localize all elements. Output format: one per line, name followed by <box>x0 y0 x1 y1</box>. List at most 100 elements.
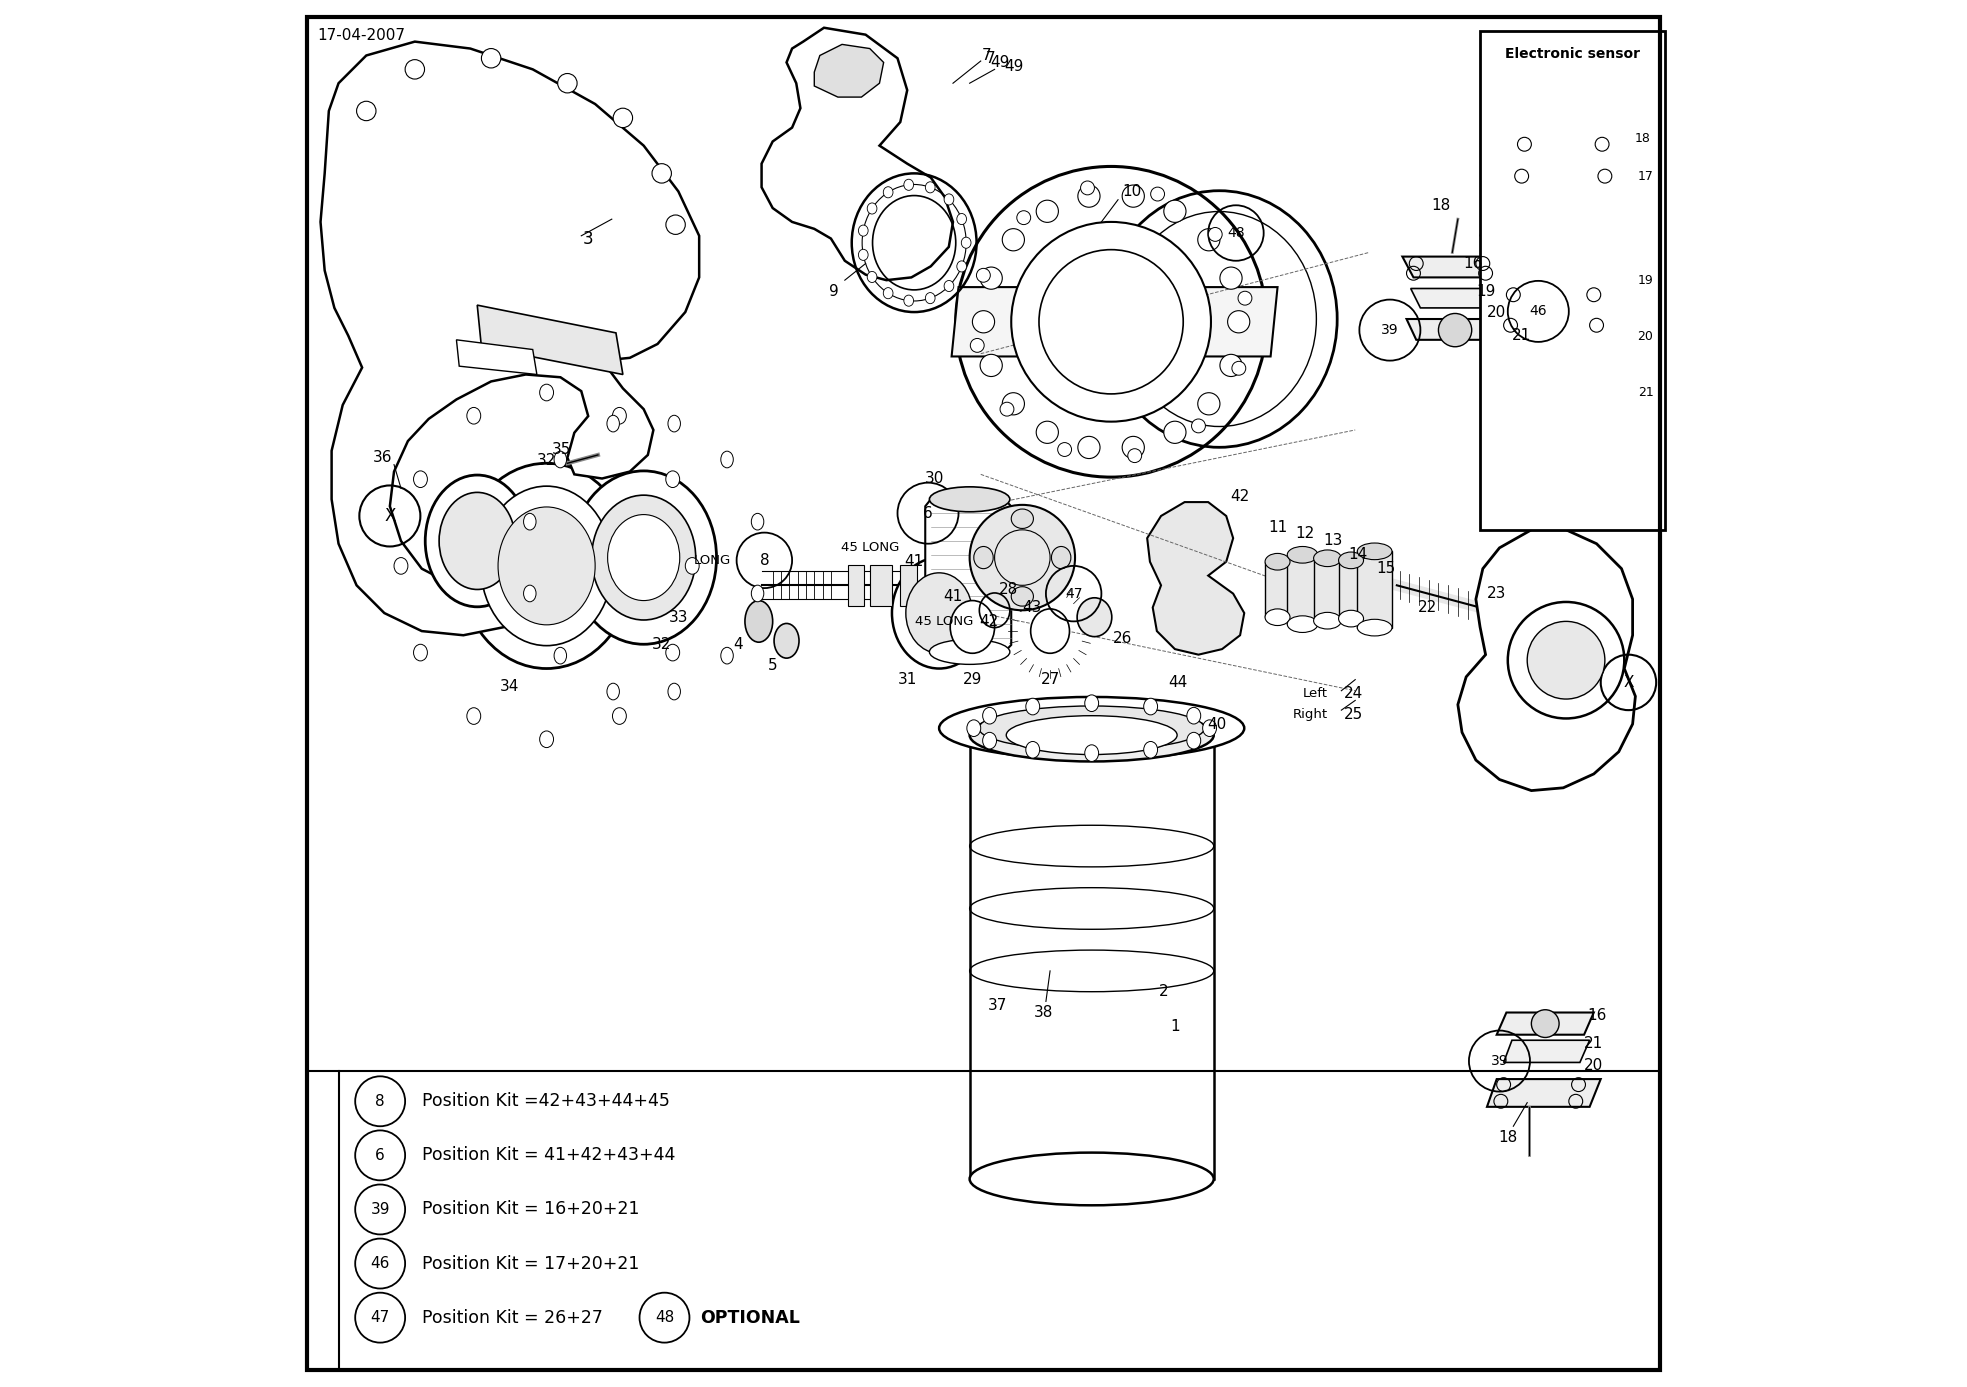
Text: 12: 12 <box>1296 527 1314 541</box>
Text: 10: 10 <box>1123 184 1141 198</box>
Text: 46: 46 <box>370 1257 389 1270</box>
Text: OPTIONAL: OPTIONAL <box>700 1309 801 1326</box>
Text: Electronic sensor: Electronic sensor <box>1505 47 1640 61</box>
Ellipse shape <box>1027 742 1041 759</box>
Ellipse shape <box>1186 707 1200 724</box>
Text: 49: 49 <box>991 55 1009 69</box>
Text: 38: 38 <box>1033 1006 1052 1019</box>
Text: 8: 8 <box>376 1094 386 1108</box>
Circle shape <box>976 268 989 282</box>
Text: 25: 25 <box>1343 707 1363 721</box>
Circle shape <box>1164 422 1186 444</box>
Circle shape <box>970 338 984 352</box>
Ellipse shape <box>984 707 997 724</box>
Text: 20: 20 <box>1639 330 1654 343</box>
Bar <box>1479 31 1664 530</box>
Polygon shape <box>1505 284 1617 336</box>
Text: 19: 19 <box>1639 275 1654 287</box>
Ellipse shape <box>1052 546 1070 569</box>
Circle shape <box>1227 311 1249 333</box>
Ellipse shape <box>592 495 696 620</box>
Circle shape <box>999 402 1013 416</box>
Text: X: X <box>384 508 395 524</box>
Ellipse shape <box>393 558 407 574</box>
Circle shape <box>1037 422 1058 444</box>
Ellipse shape <box>555 451 566 467</box>
Ellipse shape <box>665 472 681 488</box>
Ellipse shape <box>1031 609 1070 653</box>
Ellipse shape <box>425 474 529 608</box>
Text: 6: 6 <box>376 1148 386 1162</box>
Ellipse shape <box>905 179 913 190</box>
Circle shape <box>1526 621 1605 699</box>
Circle shape <box>1192 419 1206 433</box>
Ellipse shape <box>1143 742 1157 759</box>
Circle shape <box>1121 184 1145 207</box>
Text: Position Kit = 41+42+43+44: Position Kit = 41+42+43+44 <box>421 1147 675 1164</box>
Ellipse shape <box>669 415 681 431</box>
Circle shape <box>1003 229 1025 251</box>
Text: 14: 14 <box>1347 548 1367 562</box>
Text: 34: 34 <box>500 680 519 694</box>
Bar <box>869 565 891 606</box>
Ellipse shape <box>608 415 620 431</box>
Polygon shape <box>1458 530 1635 791</box>
Ellipse shape <box>608 515 681 601</box>
Text: 45 LONG: 45 LONG <box>840 541 899 555</box>
Text: 22: 22 <box>1418 601 1438 614</box>
Ellipse shape <box>570 472 716 645</box>
Text: 2: 2 <box>1159 985 1168 999</box>
Text: 24: 24 <box>1343 687 1363 700</box>
Ellipse shape <box>907 573 972 653</box>
Text: Left: Left <box>1302 687 1328 700</box>
Polygon shape <box>321 42 698 635</box>
Ellipse shape <box>745 601 773 642</box>
Ellipse shape <box>858 225 867 236</box>
Ellipse shape <box>608 684 620 700</box>
Circle shape <box>667 215 685 234</box>
Text: 44: 44 <box>1168 675 1188 689</box>
Text: 45 LONG: 45 LONG <box>915 614 974 628</box>
Ellipse shape <box>720 648 734 664</box>
Text: 41: 41 <box>905 555 924 569</box>
Text: 18: 18 <box>1499 1130 1517 1144</box>
Text: 7: 7 <box>982 49 991 62</box>
Ellipse shape <box>751 513 763 530</box>
Text: 29: 29 <box>962 673 982 687</box>
Polygon shape <box>1501 409 1607 454</box>
Polygon shape <box>924 499 1011 652</box>
Text: 13: 13 <box>1324 534 1343 548</box>
Ellipse shape <box>938 698 1245 760</box>
Ellipse shape <box>466 707 480 724</box>
Ellipse shape <box>1084 745 1100 761</box>
Circle shape <box>482 49 502 68</box>
Ellipse shape <box>944 194 954 205</box>
Polygon shape <box>814 44 883 97</box>
Circle shape <box>651 164 671 183</box>
Circle shape <box>1198 229 1220 251</box>
Text: 26: 26 <box>1113 631 1131 645</box>
Ellipse shape <box>962 237 972 248</box>
Ellipse shape <box>1265 609 1290 626</box>
Text: 47: 47 <box>1064 587 1082 601</box>
Circle shape <box>1532 1010 1560 1037</box>
Ellipse shape <box>498 508 596 626</box>
Ellipse shape <box>968 720 982 736</box>
Ellipse shape <box>883 287 893 298</box>
Ellipse shape <box>775 624 799 659</box>
Text: 9: 9 <box>828 284 838 298</box>
Bar <box>1340 560 1363 619</box>
Ellipse shape <box>612 408 626 424</box>
Ellipse shape <box>924 182 934 193</box>
Circle shape <box>1121 437 1145 459</box>
Polygon shape <box>1402 257 1509 277</box>
Ellipse shape <box>539 731 553 748</box>
Text: Position Kit = 17+20+21: Position Kit = 17+20+21 <box>421 1255 639 1272</box>
Ellipse shape <box>1186 732 1200 749</box>
Circle shape <box>1080 180 1094 194</box>
Text: X: X <box>1623 675 1635 689</box>
Polygon shape <box>478 305 624 374</box>
Polygon shape <box>952 287 1277 356</box>
Text: 27: 27 <box>1041 673 1060 687</box>
Text: 16: 16 <box>1463 257 1483 270</box>
